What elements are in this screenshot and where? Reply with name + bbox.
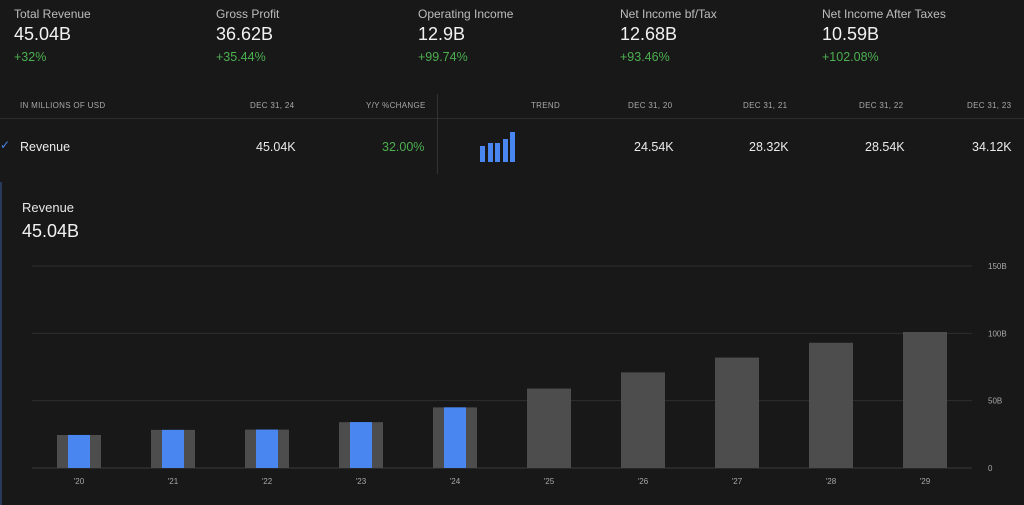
checkmark-icon[interactable]: ✓ xyxy=(0,138,11,152)
table-row[interactable]: ✓ Revenue 45.04K 32.00% 24.54K 28.32K 28… xyxy=(0,119,1024,173)
trend-bar xyxy=(480,146,485,162)
x-tick-label: '24 xyxy=(450,477,461,486)
projection-bar xyxy=(809,342,853,468)
header-trend: TREND xyxy=(531,101,561,110)
trend-bar xyxy=(502,139,508,162)
trend-bar xyxy=(495,143,500,162)
projection-bar xyxy=(903,331,947,468)
x-tick-label: '23 xyxy=(356,477,367,486)
header-2020[interactable]: DEC 31, 20 xyxy=(628,101,673,110)
projection-bar xyxy=(621,372,665,468)
header-2023[interactable]: DEC 31, 23 xyxy=(967,101,1012,110)
row-yoy: 32.00% xyxy=(382,140,425,154)
x-tick-label: '22 xyxy=(262,477,273,486)
kpi-value: 12.9B xyxy=(418,24,466,44)
row-current: 45.04K xyxy=(256,140,296,154)
kpi-change: +93.46% xyxy=(620,50,670,64)
chart-title: Revenue xyxy=(22,200,75,215)
header-2022[interactable]: DEC 31, 22 xyxy=(859,101,904,110)
y-tick-label: 50B xyxy=(988,397,1002,406)
kpi-change: +32% xyxy=(14,50,47,64)
kpi-label: Operating Income xyxy=(418,7,514,21)
header-current[interactable]: DEC 31, 24 xyxy=(250,101,295,110)
kpi-label: Net Income bf/Tax xyxy=(620,7,717,21)
trend-bar xyxy=(487,143,493,162)
row-2021: 28.32K xyxy=(749,140,789,154)
y-tick-label: 100B xyxy=(988,329,1007,338)
trend-sparkline xyxy=(480,132,526,162)
kpi-operating-income[interactable]: Operating Income 12.9B +99.74% xyxy=(418,7,608,65)
actual-bar xyxy=(444,407,466,468)
kpi-label: Net Income After Taxes xyxy=(822,7,946,21)
kpi-label: Total Revenue xyxy=(14,7,91,21)
x-tick-label: '20 xyxy=(74,477,85,486)
row-2023: 34.12K xyxy=(972,140,1012,154)
header-yoy[interactable]: Y/Y %CHANGE xyxy=(366,101,426,110)
actual-bar xyxy=(256,429,278,468)
row-2022: 28.54K xyxy=(865,140,905,154)
actual-bar xyxy=(68,434,90,468)
x-tick-label: '27 xyxy=(732,477,743,486)
kpi-gross-profit[interactable]: Gross Profit 36.62B +35.44% xyxy=(216,7,406,65)
kpi-net-income-bf-tax[interactable]: Net Income bf/Tax 12.68B +93.46% xyxy=(620,7,810,65)
kpi-row: Total Revenue 45.04B +32% Gross Profit 3… xyxy=(14,7,1024,67)
kpi-label: Gross Profit xyxy=(216,7,280,21)
table-header: IN MILLIONS OF USD DEC 31, 24 Y/Y %CHANG… xyxy=(0,94,1024,119)
x-tick-label: '26 xyxy=(638,477,649,486)
kpi-total-revenue[interactable]: Total Revenue 45.04B +32% xyxy=(14,7,204,65)
kpi-value: 45.04B xyxy=(14,24,72,44)
kpi-net-income-after-taxes[interactable]: Net Income After Taxes 10.59B +102.08% xyxy=(822,7,1012,65)
trend-bar xyxy=(510,132,515,162)
projection-bar xyxy=(715,357,759,468)
kpi-value: 12.68B xyxy=(620,24,678,44)
actual-bar xyxy=(162,429,184,468)
x-tick-label: '28 xyxy=(826,477,837,486)
revenue-bar-chart[interactable]: 0 50B 100B 150B '20 '21 '22 '23 '24 '25 '26 '27 '28 '… xyxy=(2,182,1024,505)
row-2020: 24.54K xyxy=(634,140,674,154)
projection-bar xyxy=(527,388,571,468)
kpi-value: 10.59B xyxy=(822,24,880,44)
revenue-chart-panel: Revenue 45.04B 0 50B 100B 150B '20 '21 '22 '23 '… xyxy=(0,182,1024,505)
x-tick-label: '21 xyxy=(168,477,179,486)
y-tick-label: 150B xyxy=(988,262,1007,271)
chart-value: 45.04B xyxy=(22,221,80,241)
x-tick-label: '29 xyxy=(920,477,931,486)
actual-bar xyxy=(350,422,372,468)
x-tick-label: '25 xyxy=(544,477,555,486)
table-divider xyxy=(437,94,438,174)
header-units: IN MILLIONS OF USD xyxy=(20,101,106,110)
kpi-change: +99.74% xyxy=(418,50,468,64)
header-2021[interactable]: DEC 31, 21 xyxy=(743,101,788,110)
row-name: Revenue xyxy=(20,140,71,154)
kpi-change: +102.08% xyxy=(822,50,879,64)
y-tick-label: 0 xyxy=(988,464,993,473)
kpi-value: 36.62B xyxy=(216,24,274,44)
kpi-change: +35.44% xyxy=(216,50,266,64)
